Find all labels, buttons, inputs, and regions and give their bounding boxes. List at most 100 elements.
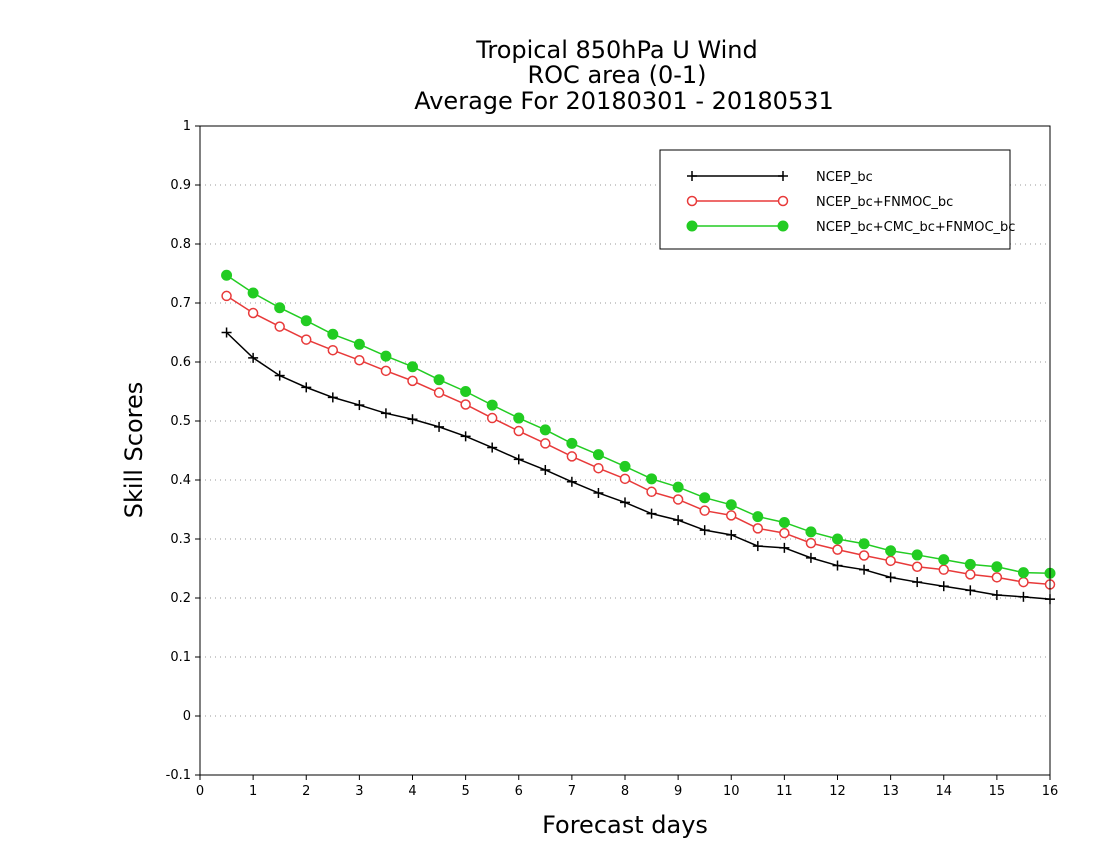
chart-title: Tropical 850hPa U Wind ROC area (0-1) Av… <box>414 36 834 115</box>
data-point <box>965 569 976 580</box>
y-tick-label: -0.1 <box>166 768 191 783</box>
data-point <box>911 549 923 561</box>
title-line-2: ROC area (0-1) <box>527 61 706 89</box>
data-point <box>592 449 604 461</box>
data-point <box>912 577 923 588</box>
data-point <box>805 537 817 549</box>
data-point <box>699 492 711 504</box>
legend-label: NCEP_bc+FNMOC_bc <box>816 195 953 210</box>
data-point <box>460 431 471 442</box>
data-point <box>858 550 870 561</box>
data-point <box>327 392 338 403</box>
gridlines <box>200 184 1050 717</box>
x-tick-label: 10 <box>723 784 740 799</box>
series-2 <box>221 290 1056 590</box>
plot-frame <box>199 125 1051 776</box>
data-point <box>274 321 285 332</box>
data-point <box>859 564 870 575</box>
data-point <box>965 585 976 596</box>
data-point <box>539 424 551 436</box>
data-point <box>566 451 578 462</box>
y-tick-label: 0.1 <box>170 650 191 665</box>
data-point <box>460 399 471 410</box>
legend-marker <box>778 171 788 181</box>
data-point <box>646 473 658 485</box>
data-point <box>885 545 897 557</box>
data-point <box>353 338 365 350</box>
data-point <box>486 412 498 424</box>
data-point <box>699 525 710 536</box>
data-point <box>779 542 790 553</box>
legend: NCEP_bc NCEP_bc+FNMOC_bc NCEP_bc+CMC_bc+FN… <box>659 149 1015 250</box>
legend-marker <box>686 220 698 232</box>
y-tick-label: 0.9 <box>170 178 191 193</box>
series-1 <box>221 327 1055 605</box>
data-point <box>407 361 418 373</box>
data-point <box>433 374 445 386</box>
data-point <box>221 327 232 338</box>
data-point <box>540 464 551 475</box>
data-point <box>619 460 631 472</box>
data-point <box>248 352 259 363</box>
data-point <box>752 523 764 534</box>
data-point <box>858 538 870 550</box>
y-axis-label: Skill Scores <box>120 382 148 519</box>
x-tick-label: 4 <box>408 784 416 799</box>
data-point <box>301 334 312 345</box>
x-tick-label: 11 <box>776 784 793 799</box>
x-tick-label: 16 <box>1042 784 1059 799</box>
data-point <box>938 554 950 566</box>
data-point <box>327 328 339 340</box>
legend-marker <box>777 220 789 232</box>
data-point <box>672 494 684 505</box>
data-point <box>460 386 472 397</box>
data-point <box>805 526 817 538</box>
data-point <box>752 541 763 552</box>
x-tick-label: 7 <box>568 784 576 799</box>
data-point <box>301 382 312 393</box>
legend-item: NCEP_bc+FNMOC_bc <box>686 195 953 210</box>
data-point <box>752 511 764 523</box>
series-layer <box>221 269 1056 605</box>
title-line-3: Average For 20180301 - 20180531 <box>414 87 834 115</box>
data-point <box>672 481 684 493</box>
data-point <box>300 315 312 327</box>
x-tick-label: 12 <box>829 784 846 799</box>
x-tick-label: 13 <box>882 784 899 799</box>
data-point <box>354 400 365 411</box>
data-point <box>779 527 790 539</box>
data-point <box>540 438 551 449</box>
data-point <box>911 561 923 572</box>
data-point <box>433 387 445 398</box>
data-point <box>1018 576 1029 588</box>
data-point <box>885 555 896 567</box>
x-tick-label: 6 <box>515 784 523 799</box>
data-point <box>593 487 604 498</box>
data-point <box>885 572 896 583</box>
legend-label: NCEP_bc <box>816 170 873 185</box>
legend-marker <box>686 195 698 207</box>
data-point <box>274 370 285 381</box>
y-tick-label: 0.5 <box>170 414 191 429</box>
data-point <box>593 462 604 474</box>
series-line <box>226 331 1051 600</box>
data-point <box>434 421 445 432</box>
data-point <box>354 354 365 366</box>
data-point <box>274 302 286 314</box>
data-point <box>247 287 259 299</box>
data-point <box>699 505 710 516</box>
data-point <box>725 499 737 511</box>
y-tick-label: 1 <box>183 119 191 134</box>
data-point <box>646 486 657 498</box>
data-point <box>673 515 684 526</box>
x-tick-label: 9 <box>674 784 682 799</box>
data-point <box>938 564 949 575</box>
data-point <box>380 365 392 377</box>
legend-marker <box>777 195 789 207</box>
x-axis-ticks: 0 1 2 3 4 5 6 7 8 9 10 11 12 13 14 15 16 <box>196 775 1058 799</box>
data-point <box>991 590 1002 601</box>
data-point <box>1018 591 1029 602</box>
data-point <box>832 533 843 545</box>
data-point <box>566 437 578 449</box>
